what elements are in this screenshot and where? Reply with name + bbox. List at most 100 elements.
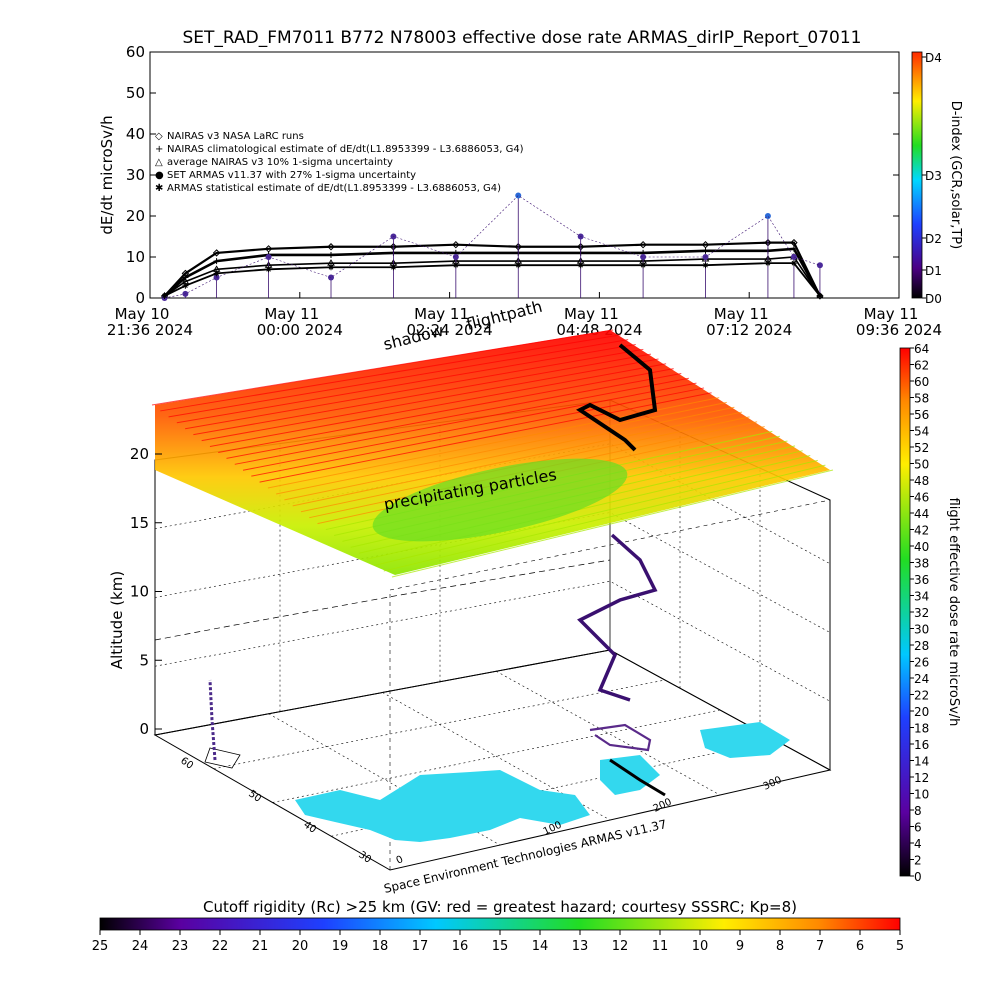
dose-tick-label: 52 [914,441,929,455]
sheet-hatch-line [242,382,697,471]
dose-tick-label: 44 [914,507,929,521]
lat-tick-label: 40 [301,819,318,835]
z-tick-label: 0 [139,720,149,738]
dose-tick-label: 16 [914,738,929,752]
dose-tick-label: 12 [914,771,929,785]
top-x-tick-date: May 10 [115,305,170,323]
series-point-plus [328,251,335,258]
sheet-hatch-line [209,363,667,448]
armas-point [328,274,335,281]
lat-tick-label: 60 [178,755,195,771]
top-series-group [160,192,824,301]
top-y-tick-label: 0 [135,289,145,307]
cutoff-tick-label: 23 [172,939,189,954]
z-tick-label: 10 [130,583,149,601]
top-y-tick-label: 60 [126,43,145,61]
top-x-tick-time: 04:48 2024 [556,321,642,339]
armas-series-line [164,195,821,299]
series-point-star [390,264,397,271]
annot-flightpath: flightpath [464,297,544,334]
landmass-europe [295,770,590,842]
top-x-tick-time: 09:36 2024 [856,321,942,339]
cutoff-tick-label: 20 [292,939,309,954]
series-point-star [265,266,272,273]
series-point-star [328,264,335,271]
flight-track-3d [577,533,658,702]
armas-point [816,262,823,269]
series-line-4 [164,262,821,297]
dose-tick-label: 50 [914,458,929,472]
legend-label-nairas-clim: NAIRAS climatological estimate of dE/dt(… [167,144,524,155]
dindex-tick-label: D4 [925,51,942,65]
legend-symbol-nairas-runs: ◇ [155,131,163,142]
dose-tick-label: 46 [914,491,929,505]
sheet-hatch-line [292,411,743,507]
series-point-star [764,260,771,267]
series-point-star [515,262,522,269]
series-line-0 [163,241,821,297]
series-point-star [213,270,220,277]
dose-colorbar-ticks: 0246810121416182022242628303234363840424… [910,342,929,884]
dose-tick-label: 30 [914,623,929,637]
series-point-diamond [264,245,273,253]
dose-tick-label: 34 [914,590,929,604]
cutoff-tick-label: 9 [736,939,744,954]
sheet-hatch-line [160,334,621,412]
lon-tick-label: 200 [652,797,674,815]
top-x-tick-time: 02:24 2024 [407,321,493,339]
armas-point [515,192,522,199]
series-point-diamond [790,238,798,247]
top-x-tick-date: May 11 [714,305,769,323]
cutoff-tick-label: 7 [816,939,824,954]
top-y-tick-label: 10 [126,248,145,266]
series-point-star [182,282,189,289]
series-point-star [640,262,647,269]
lower-3d-chart: shadow flightpath precipitating particle… [108,297,834,896]
sheet-hatch-line [391,469,834,578]
dose-tick-label: 6 [914,821,922,835]
dose-tick-label: 64 [914,342,929,356]
wall-gridline [154,580,831,702]
top-y-tick-label: 30 [126,166,145,184]
sheet-hatch-line [193,353,652,436]
cutoff-tick-label: 14 [532,939,549,954]
climb-track-west [208,679,217,761]
cutoff-tick-label: 15 [492,939,509,954]
legend-label-nairas-runs: NAIRAS v3 NASA LaRC runs [167,131,304,142]
dose-colorbar-label: flight effective dose rate microSv/h [946,498,961,727]
series-point-star [452,262,459,269]
series-line-1 [163,247,822,297]
z-axis-label: Altitude (km) [108,571,126,669]
dose-tick-label: 4 [914,837,922,851]
dose-tick-label: 2 [914,854,922,868]
top-y-tick-label: 20 [126,207,145,225]
top-x-tick-time: 21:36 2024 [107,321,193,339]
armas-point [640,254,647,260]
z-tick-label: 15 [130,514,149,532]
top-x-tick-date: May 11 [414,305,469,323]
dose-tick-label: 24 [914,672,929,686]
legend-symbol-nairas-avg: △ [155,157,163,168]
cutoff-tick-label: 11 [652,939,669,954]
dose-tick-label: 40 [914,540,929,554]
dose-tick-label: 54 [914,425,929,439]
legend-symbol-armas: ● [155,170,164,181]
dose-tick-label: 38 [914,557,929,571]
top-y-axis-label: dE/dt microSv/h [98,115,116,234]
dose-tick-label: 0 [914,870,922,884]
cutoff-tick-label: 12 [612,939,629,954]
cutoff-tick-label: 19 [332,939,349,954]
sheet-hatch-line [176,343,636,424]
top-y-tick-label: 50 [126,84,145,102]
legend-label-nairas-avg: average NAIRAS v3 10% 1-sigma uncertaint… [167,157,393,168]
top-x-tick-time: 07:12 2024 [706,321,792,339]
dose-tick-label: 62 [914,359,929,373]
dose-colorbar [899,347,911,877]
series-point-plus [213,258,220,265]
cutoff-tick-label: 21 [252,939,269,954]
z-tick-label: 5 [139,651,149,669]
front-box-frame [389,499,831,870]
sheet-hatch-line [276,401,727,495]
floor-gridline [382,692,611,821]
